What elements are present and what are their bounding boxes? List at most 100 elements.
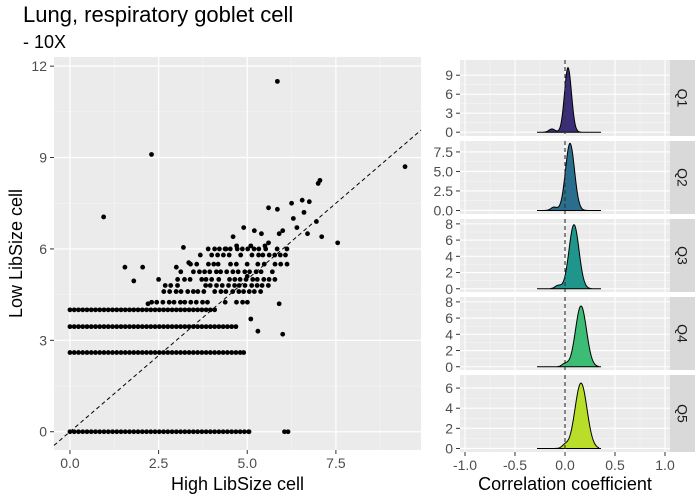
- data-point: [131, 350, 137, 355]
- data-point: [93, 350, 98, 355]
- data-point: [244, 273, 250, 279]
- data-point: [199, 324, 205, 330]
- data-point: [190, 307, 196, 313]
- data-point: [67, 350, 73, 355]
- data-point: [173, 429, 179, 435]
- facet-strip-label: Q2: [675, 168, 691, 187]
- data-point: [211, 261, 217, 267]
- data-point: [118, 429, 124, 435]
- data-point: [251, 228, 257, 234]
- data-point: [178, 429, 183, 435]
- data-point: [205, 299, 210, 305]
- data-point: [160, 299, 166, 305]
- data-point: [187, 277, 193, 282]
- data-point: [80, 350, 86, 355]
- data-point: [258, 289, 264, 294]
- data-point: [182, 277, 187, 282]
- data-point: [135, 324, 141, 330]
- data-point: [188, 299, 194, 305]
- data-point: [93, 307, 98, 313]
- data-point: [139, 350, 145, 355]
- data-point: [154, 299, 160, 305]
- data-point: [233, 324, 239, 330]
- data-point: [122, 307, 128, 313]
- data-point: [169, 307, 175, 313]
- data-point: [315, 181, 321, 186]
- scatter-y-tick-label: 0: [39, 424, 47, 440]
- data-point: [207, 283, 213, 288]
- data-point: [215, 252, 221, 258]
- data-point: [165, 429, 171, 435]
- data-point: [149, 299, 155, 305]
- data-point: [214, 283, 219, 288]
- data-point: [258, 269, 264, 275]
- data-point: [178, 307, 183, 313]
- scatter-x-axis-label: High LibSize cell: [171, 474, 304, 494]
- data-point: [139, 307, 145, 313]
- data-point: [232, 277, 238, 282]
- density-x-tick-label: -0.5: [503, 457, 527, 473]
- data-point: [234, 243, 240, 249]
- data-point: [289, 200, 294, 206]
- facet-strip-label: Q4: [675, 324, 691, 343]
- data-point: [220, 350, 226, 355]
- data-point: [335, 240, 341, 246]
- data-point: [276, 301, 282, 307]
- data-point: [118, 350, 124, 355]
- data-point: [165, 307, 171, 313]
- data-point: [178, 269, 184, 275]
- data-point: [248, 243, 254, 249]
- density-y-tick-label: 0: [445, 359, 453, 375]
- data-point: [118, 324, 124, 330]
- data-point: [262, 243, 268, 249]
- data-point: [226, 283, 231, 288]
- data-point: [152, 324, 158, 330]
- data-point: [84, 429, 90, 435]
- data-point: [80, 324, 86, 330]
- data-point: [232, 283, 237, 288]
- data-point: [175, 283, 180, 288]
- data-point: [199, 307, 205, 313]
- data-point: [131, 278, 137, 284]
- data-point: [250, 277, 256, 282]
- data-point: [195, 289, 201, 294]
- data-point: [241, 350, 247, 355]
- data-point: [238, 252, 244, 258]
- density-y-tick-label: 3: [445, 105, 453, 121]
- data-point: [97, 350, 103, 355]
- data-point: [230, 269, 236, 275]
- data-point: [255, 328, 261, 334]
- data-point: [173, 324, 179, 330]
- data-point: [114, 429, 120, 435]
- data-point: [202, 269, 207, 275]
- data-point: [173, 307, 179, 313]
- data-point: [101, 307, 107, 313]
- data-point: [131, 324, 137, 330]
- data-point: [199, 350, 205, 355]
- data-point: [186, 324, 192, 330]
- data-point: [284, 261, 290, 267]
- data-point: [247, 269, 252, 275]
- data-point: [233, 350, 239, 355]
- data-point: [182, 299, 188, 305]
- data-point: [71, 350, 77, 355]
- density-x-axis-label: Correlation coefficient: [478, 474, 652, 494]
- data-point: [185, 289, 191, 294]
- density-x-tick-label: 0.0: [555, 457, 575, 473]
- data-point: [229, 429, 235, 435]
- scatter-x-tick-label: 2.5: [149, 455, 169, 471]
- data-point: [76, 350, 81, 355]
- data-point: [241, 289, 247, 294]
- data-point: [152, 429, 158, 435]
- density-y-tick-label: 8: [445, 216, 453, 232]
- data-point: [131, 429, 137, 435]
- data-point: [114, 324, 120, 330]
- data-point: [178, 350, 183, 355]
- density-y-tick-label: 0.0: [434, 202, 454, 218]
- facet-strip-label: Q5: [675, 404, 691, 423]
- data-point: [122, 350, 128, 355]
- data-point: [118, 307, 124, 313]
- data-point: [229, 350, 235, 355]
- data-point: [226, 252, 232, 258]
